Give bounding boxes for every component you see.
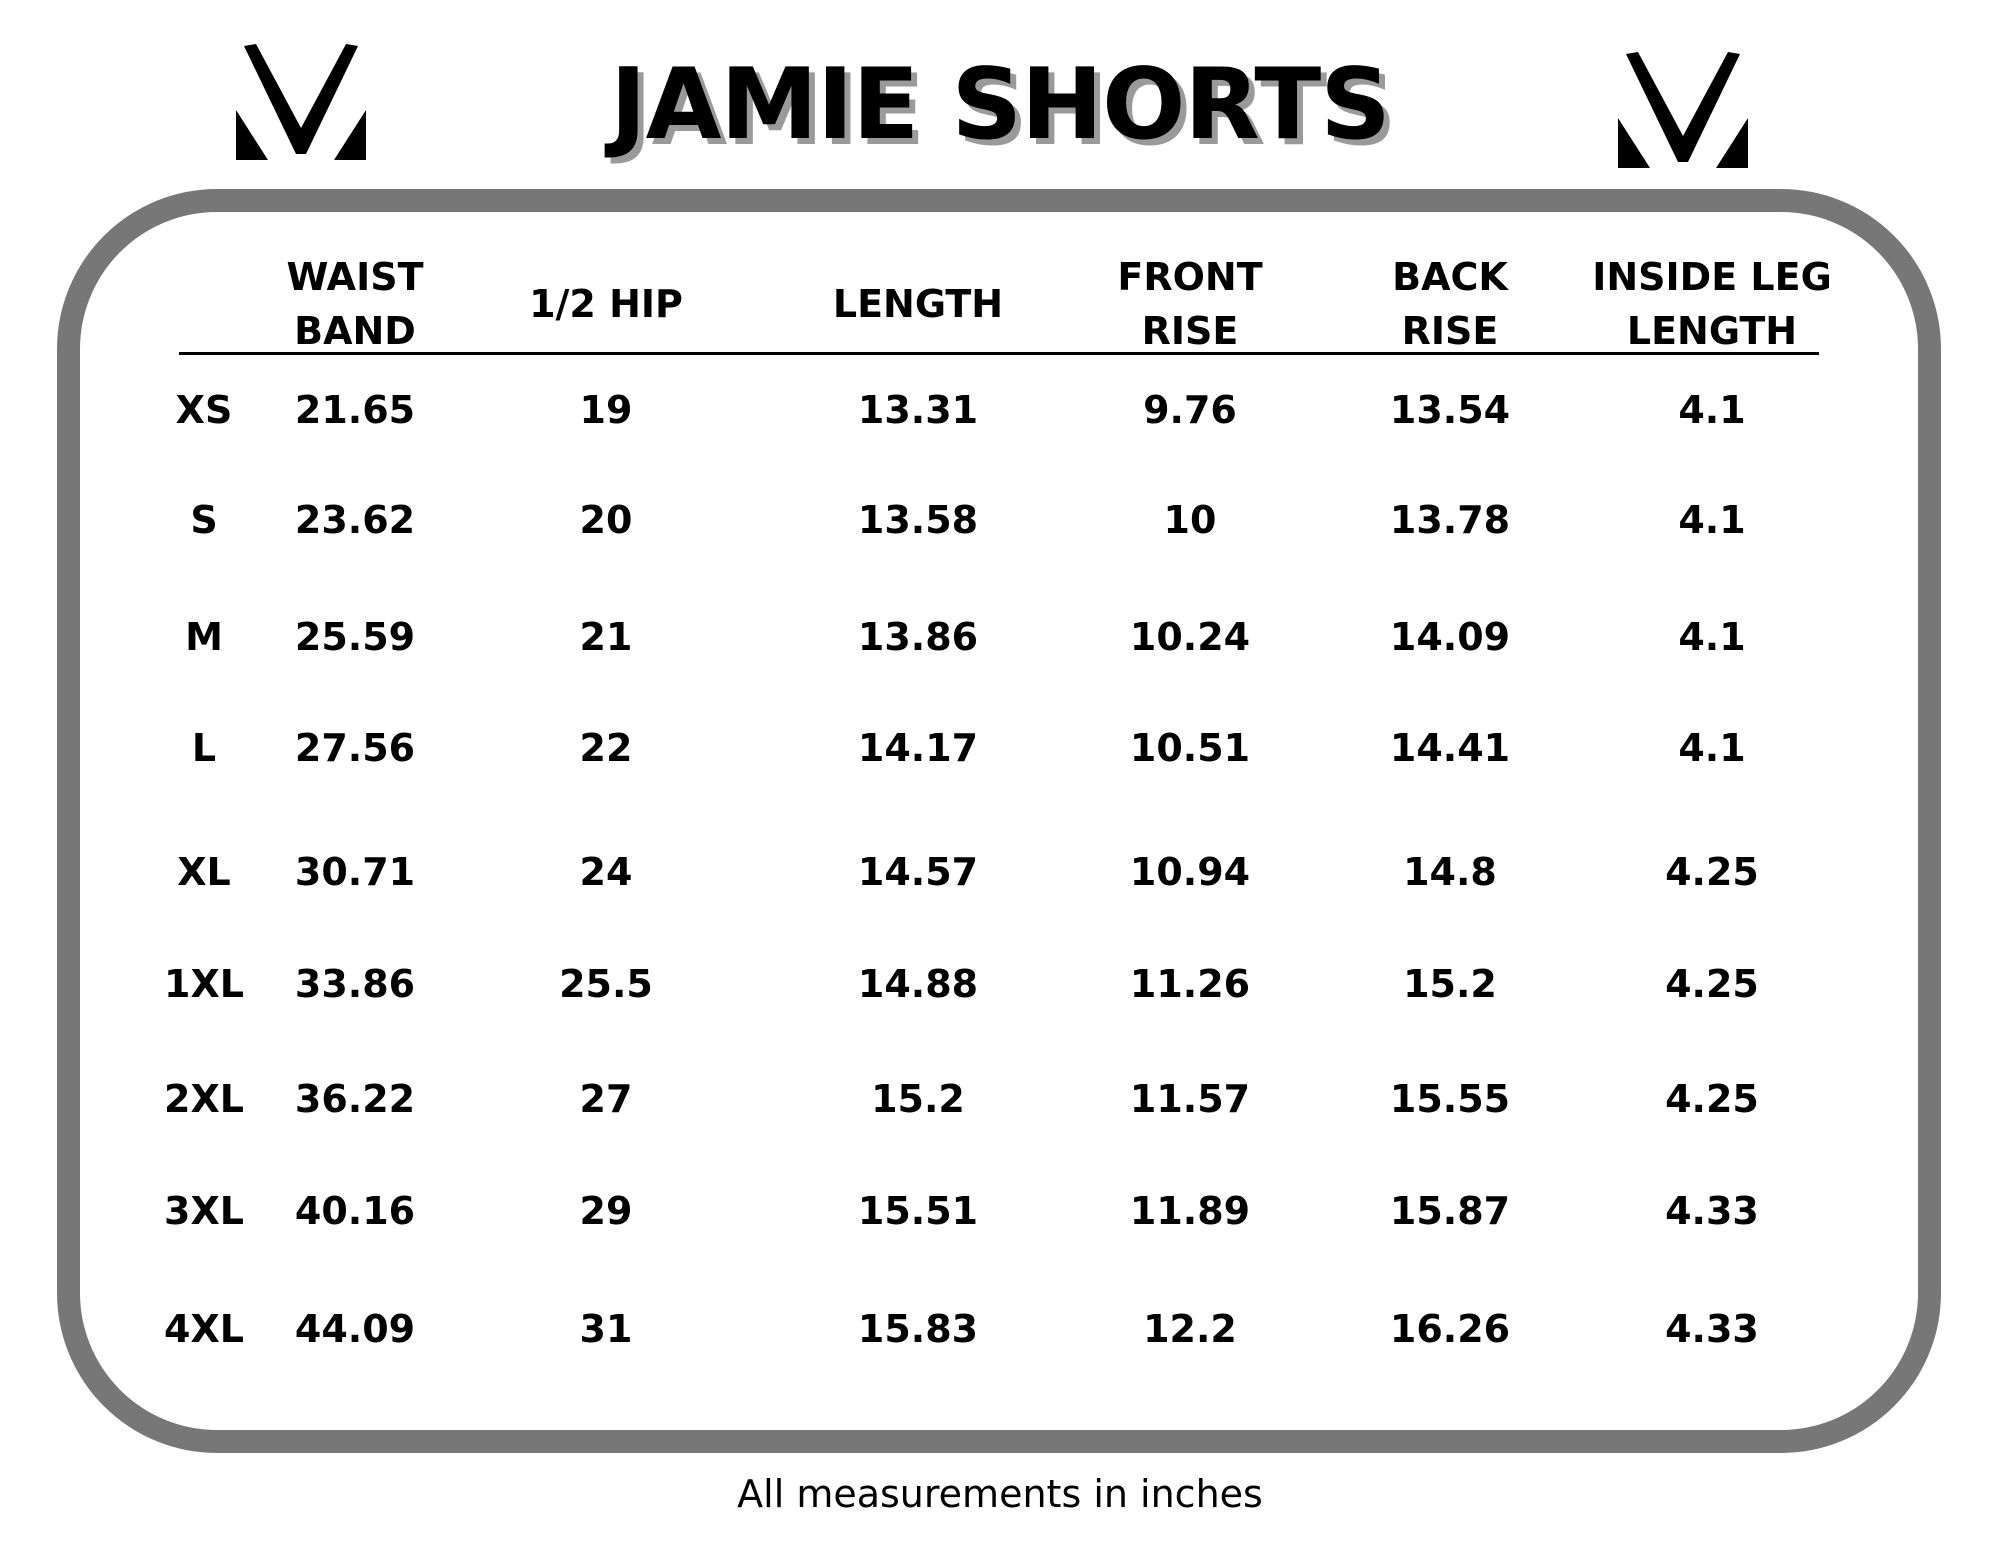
- table-row: 4XL 44.09 31 15.83 12.2 16.26 4.33: [0, 1307, 2000, 1357]
- measurement-cell: 14.8: [1403, 850, 1497, 894]
- table-row: L 27.56 22 14.17 10.51 14.41 4.1: [0, 726, 2000, 776]
- measurement-cell: 10: [1163, 498, 1217, 542]
- measurement-cell: 4.33: [1665, 1307, 1759, 1351]
- column-header-line1: INSIDE LEG: [1592, 255, 1832, 299]
- measurement-cell: 27: [579, 1077, 633, 1121]
- header-divider: [179, 352, 1819, 355]
- measurement-cell: 4.33: [1665, 1189, 1759, 1233]
- table-row: 1XL 33.86 25.5 14.88 11.26 15.2 4.25: [0, 962, 2000, 1012]
- measurement-cell: 4.1: [1678, 615, 1746, 659]
- column-header: LENGTH: [833, 277, 1003, 331]
- column-header-line2: RISE: [1141, 309, 1239, 353]
- measurement-cell: 11.26: [1129, 962, 1251, 1006]
- measurement-cell: 10.51: [1129, 726, 1251, 770]
- column-header-line1: WAIST: [286, 255, 424, 299]
- table-row: S 23.62 20 13.58 10 13.78 4.1: [0, 498, 2000, 548]
- column-header: 1/2 HIP: [529, 277, 683, 331]
- measurement-cell: 13.86: [857, 615, 979, 659]
- measurement-cell: 21: [579, 615, 633, 659]
- table-row: M 25.59 21 13.86 10.24 14.09 4.1: [0, 615, 2000, 665]
- measurement-cell: 4.25: [1665, 850, 1759, 894]
- measurement-cell: 21.65: [294, 388, 416, 432]
- measurement-cell: 33.86: [294, 962, 416, 1006]
- column-header-line1: LENGTH: [832, 282, 1004, 326]
- column-header-line1: FRONT: [1117, 255, 1263, 299]
- measurement-cell: 4.25: [1665, 1077, 1759, 1121]
- measurement-cell: 11.89: [1129, 1189, 1251, 1233]
- size-label: XL: [177, 850, 231, 894]
- measurement-cell: 36.22: [294, 1077, 416, 1121]
- measurement-cell: 14.17: [857, 726, 979, 770]
- measurement-cell: 15.51: [857, 1189, 979, 1233]
- size-label: 1XL: [164, 962, 244, 1006]
- measurement-cell: 29: [579, 1189, 633, 1233]
- measurement-cell: 4.1: [1678, 498, 1746, 542]
- measurement-cell: 30.71: [294, 850, 416, 894]
- measurement-cell: 14.88: [857, 962, 979, 1006]
- measurement-cell: 14.41: [1389, 726, 1511, 770]
- brand-logo-left: [236, 44, 366, 160]
- size-label: M: [185, 615, 223, 659]
- measurement-cell: 15.2: [1403, 962, 1497, 1006]
- size-label: S: [190, 498, 218, 542]
- column-header: FRONT RISE: [1117, 250, 1262, 358]
- measurement-cell: 24: [579, 850, 633, 894]
- measurement-cell: 14.09: [1389, 615, 1511, 659]
- measurement-cell: 9.76: [1143, 388, 1237, 432]
- measurement-cell: 25.5: [559, 962, 653, 1006]
- measurement-cell: 10.94: [1129, 850, 1251, 894]
- size-label: 4XL: [164, 1307, 244, 1351]
- measurement-cell: 14.57: [857, 850, 979, 894]
- measurement-cell: 4.25: [1665, 962, 1759, 1006]
- measurement-cell: 31: [579, 1307, 633, 1351]
- measurement-cell: 25.59: [294, 615, 416, 659]
- table-row: XL 30.71 24 14.57 10.94 14.8 4.25: [0, 850, 2000, 900]
- measurement-cell: 44.09: [294, 1307, 416, 1351]
- measurement-cell: 23.62: [294, 498, 416, 542]
- measurement-cell: 10.24: [1129, 615, 1251, 659]
- size-label: L: [191, 726, 217, 770]
- column-header-line2: RISE: [1401, 309, 1499, 353]
- size-label: XS: [175, 388, 233, 432]
- measurement-cell: 13.31: [857, 388, 979, 432]
- measurement-cell: 13.54: [1389, 388, 1511, 432]
- measurement-cell: 13.78: [1389, 498, 1511, 542]
- size-label: 2XL: [164, 1077, 244, 1121]
- units-note: All measurements in inches: [737, 1472, 1263, 1516]
- size-label: 3XL: [164, 1189, 244, 1233]
- measurement-cell: 15.83: [857, 1307, 979, 1351]
- column-header-line1: BACK: [1392, 255, 1508, 299]
- measurement-cell: 15.87: [1389, 1189, 1511, 1233]
- table-row: 2XL 36.22 27 15.2 11.57 15.55 4.25: [0, 1077, 2000, 1127]
- measurement-cell: 11.57: [1129, 1077, 1251, 1121]
- measurement-cell: 27.56: [294, 726, 416, 770]
- page-title: JAMIE SHORTS: [610, 48, 1391, 162]
- column-header-line1: 1/2 HIP: [529, 282, 683, 326]
- brand-logo-right: [1618, 52, 1748, 168]
- column-header: BACK RISE: [1392, 250, 1508, 358]
- table-row: XS 21.65 19 13.31 9.76 13.54 4.1: [0, 388, 2000, 438]
- size-chart-frame: [57, 189, 1941, 1453]
- measurement-cell: 4.1: [1678, 388, 1746, 432]
- column-header: INSIDE LEG LENGTH: [1592, 250, 1832, 358]
- measurement-cell: 22: [579, 726, 633, 770]
- measurement-cell: 13.58: [857, 498, 979, 542]
- measurement-cell: 20: [579, 498, 633, 542]
- measurement-cell: 15.55: [1389, 1077, 1511, 1121]
- column-header-line2: BAND: [294, 309, 416, 353]
- table-row: 3XL 40.16 29 15.51 11.89 15.87 4.33: [0, 1189, 2000, 1239]
- measurement-cell: 19: [579, 388, 633, 432]
- measurement-cell: 40.16: [294, 1189, 416, 1233]
- column-header: WAIST BAND: [286, 250, 423, 358]
- measurement-cell: 15.2: [871, 1077, 965, 1121]
- column-header-line2: LENGTH: [1626, 309, 1798, 353]
- measurement-cell: 12.2: [1143, 1307, 1237, 1351]
- measurement-cell: 16.26: [1389, 1307, 1511, 1351]
- measurement-cell: 4.1: [1678, 726, 1746, 770]
